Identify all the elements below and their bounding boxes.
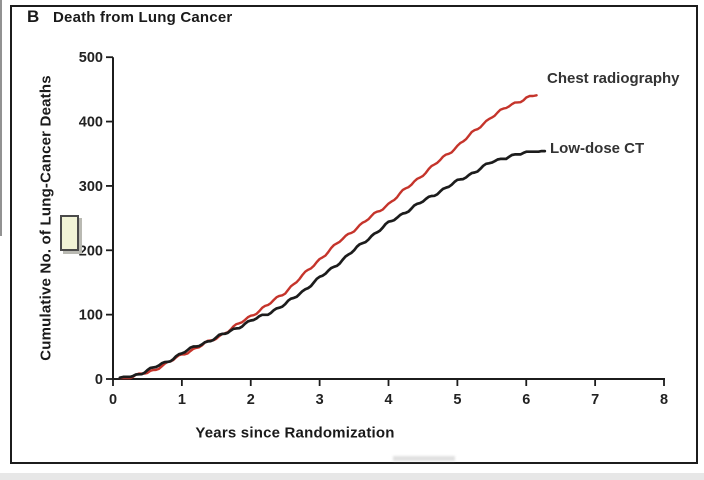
series-line-low-dose-ct [118,149,547,380]
series-line-chest-radiography [118,94,538,380]
x-tick-label: 5 [453,392,461,408]
panel-letter: B [27,7,40,26]
x-tick-label: 8 [660,392,668,408]
y-tick-label: 400 [79,115,103,131]
y-tick-label: 200 [79,243,103,259]
y-tick-label: 300 [79,179,103,195]
watermark-smudge [393,456,455,461]
y-tick-label: 500 [79,50,103,66]
x-tick-label: 6 [522,392,530,408]
left-edge-sliver [0,0,2,236]
series-label-low-dose-ct: Low-dose CT [550,140,645,157]
figure-frame [10,5,698,464]
x-tick-label: 7 [591,392,599,408]
x-axis-label: Years since Randomization [195,424,395,442]
bottom-edge-band [0,473,704,480]
x-tick-label: 2 [247,392,255,408]
y-tick-label: 100 [79,308,103,324]
series-label-chest-radiography: Chest radiography [547,70,680,87]
x-tick-label: 4 [384,392,392,408]
x-tick-label: 0 [109,392,117,408]
x-tick-label: 3 [316,392,324,408]
x-tick-label: 1 [178,392,186,408]
highlight-cursor-artifact [60,215,79,251]
y-tick-label: 0 [95,372,103,388]
figure-title: Death from Lung Cancer [53,9,233,26]
